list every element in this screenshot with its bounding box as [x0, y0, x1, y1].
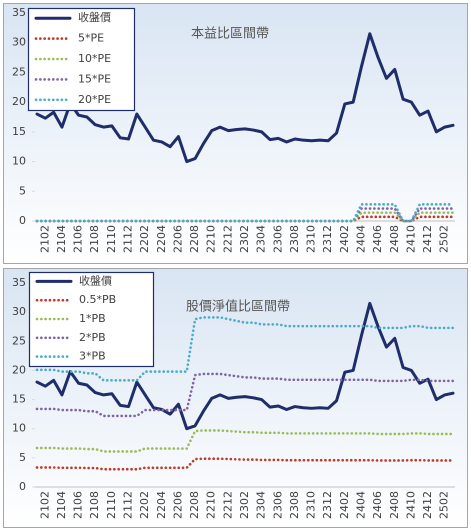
y-tick-label: 15: [12, 125, 26, 138]
y-tick-label: 0: [19, 480, 26, 493]
legend-box: [27, 7, 136, 112]
x-tick-label: 2104: [55, 225, 68, 253]
y-tick-label: 30: [12, 36, 26, 49]
x-tick-label: 2308: [288, 491, 301, 519]
x-tick-label: 2112: [122, 225, 135, 253]
legend-label: 3*PB: [79, 350, 106, 363]
x-tick-label: 2312: [321, 225, 334, 253]
x-tick-label: 2502: [438, 225, 451, 253]
legend-label: 10*PE: [78, 52, 111, 65]
x-tick-label: 2304: [255, 225, 268, 253]
y-tick-label: 5: [19, 184, 26, 197]
y-tick-label: 25: [12, 334, 26, 347]
y-tick-label: 30: [12, 305, 26, 318]
x-tick-label: 2212: [221, 225, 234, 253]
x-tick-label: 2408: [388, 225, 401, 253]
x-tick-label: 2210: [205, 225, 218, 253]
legend-label: 5*PE: [78, 32, 104, 45]
series-line: [35, 32, 455, 164]
x-tick-label: 2310: [305, 225, 318, 253]
x-tick-label: 2410: [404, 225, 417, 253]
legend-label: 1*PB: [79, 312, 106, 325]
x-tick-label: 2106: [72, 225, 85, 253]
x-tick-label: 2404: [354, 225, 367, 253]
x-tick-label: 2110: [105, 491, 118, 519]
y-tick-label: 35: [12, 276, 26, 289]
x-tick-label: 2108: [88, 225, 101, 253]
x-tick-label: 2406: [371, 491, 384, 519]
legend-label: 0.5*PB: [79, 293, 116, 306]
series-line: [35, 316, 455, 382]
x-tick-label: 2306: [271, 225, 284, 253]
series-line: [35, 429, 455, 453]
x-tick-label: 2308: [288, 225, 301, 253]
x-tick-label: 2402: [338, 225, 351, 253]
y-tick-label: 35: [12, 6, 26, 19]
x-tick-label: 2412: [421, 225, 434, 253]
x-tick-label: 2202: [138, 491, 151, 519]
series-line: [35, 372, 455, 418]
y-tick-label: 5: [19, 451, 26, 464]
x-tick-label: 2310: [305, 491, 318, 519]
x-tick-label: 2202: [138, 225, 151, 253]
legend-label: 收盤價: [78, 10, 111, 24]
x-tick-label: 2104: [55, 491, 68, 519]
x-tick-label: 2402: [338, 491, 351, 519]
x-tick-label: 2112: [122, 491, 135, 519]
x-tick-label: 2102: [38, 491, 51, 519]
x-tick-label: 2410: [404, 491, 417, 519]
x-tick-label: 2108: [88, 491, 101, 519]
x-tick-label: 2406: [371, 225, 384, 253]
y-tick-label: 0: [19, 214, 26, 227]
x-tick-label: 2412: [421, 491, 434, 519]
x-tick-label: 2312: [321, 491, 334, 519]
legend-label: 2*PB: [79, 331, 106, 344]
x-tick-label: 2404: [354, 491, 367, 519]
x-tick-label: 2302: [238, 491, 251, 519]
series-line: [35, 457, 455, 471]
x-tick-label: 2408: [388, 491, 401, 519]
y-tick-label: 20: [12, 95, 26, 108]
y-tick-label: 10: [12, 155, 26, 168]
annotation: 股價淨值比區間帶: [186, 299, 290, 315]
legend-label: 收盤價: [79, 273, 112, 287]
y-tick-label: 10: [12, 422, 26, 435]
annotation: 本益比區間帶: [191, 27, 269, 42]
x-tick-label: 2106: [72, 491, 85, 519]
x-tick-label: 2210: [205, 491, 218, 519]
x-tick-label: 2206: [171, 225, 184, 253]
legend-label: 15*PE: [78, 72, 111, 85]
series-line: [35, 301, 455, 431]
legend-label: 20*PE: [78, 93, 111, 106]
x-tick-label: 2204: [155, 491, 168, 519]
x-tick-label: 2110: [105, 225, 118, 253]
x-tick-label: 2206: [171, 491, 184, 519]
y-tick-label: 20: [12, 363, 26, 376]
x-tick-label: 2304: [255, 491, 268, 519]
x-tick-label: 2502: [438, 491, 451, 519]
x-tick-label: 2212: [221, 491, 234, 519]
y-tick-label: 25: [12, 65, 26, 78]
x-tick-label: 2306: [271, 491, 284, 519]
x-tick-label: 2208: [188, 225, 201, 253]
x-tick-label: 2302: [238, 225, 251, 253]
x-tick-label: 2204: [155, 225, 168, 253]
x-tick-label: 2208: [188, 491, 201, 519]
series-line: [35, 203, 455, 223]
x-tick-label: 2102: [38, 225, 51, 253]
y-tick-label: 15: [12, 393, 26, 406]
